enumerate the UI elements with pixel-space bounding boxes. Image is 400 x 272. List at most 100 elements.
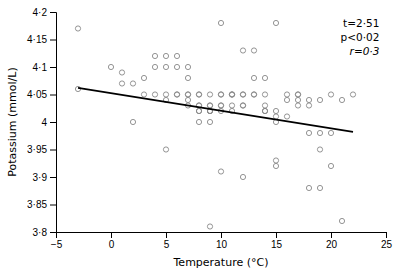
point [174, 92, 179, 97]
annotations: t=2·51p<0·02r=0·3 [341, 17, 380, 57]
point [284, 114, 289, 119]
point [185, 97, 190, 102]
point [207, 119, 212, 124]
point [185, 75, 190, 80]
tick-mark [111, 232, 112, 238]
tick: 4·15 [27, 34, 56, 45]
regression-line [78, 88, 353, 132]
tick-mark [50, 95, 56, 96]
point [218, 92, 223, 97]
point [240, 48, 245, 53]
point [262, 108, 267, 113]
point [218, 169, 223, 174]
tick-label: 0 [109, 239, 115, 250]
point [350, 92, 355, 97]
point [207, 103, 212, 108]
point [328, 163, 333, 168]
x-axis-title: Temperature (°C) [173, 256, 269, 269]
point [119, 70, 124, 75]
point [284, 97, 289, 102]
point [174, 53, 179, 58]
point [339, 97, 344, 102]
point [273, 158, 278, 163]
point [185, 92, 190, 97]
tick-mark [221, 232, 222, 238]
tick-label: 4·2 [33, 7, 48, 18]
tick: 3·85 [27, 199, 56, 210]
point [218, 103, 223, 108]
annotation: p<0·02 [341, 31, 380, 43]
tick: 3·9 [33, 172, 56, 183]
point [306, 185, 311, 190]
tick-mark [50, 67, 56, 68]
tick-mark [50, 150, 56, 151]
tick-label: 3·8 [33, 227, 48, 238]
point [240, 103, 245, 108]
tick-mark [386, 232, 387, 238]
point [295, 92, 300, 97]
point [262, 103, 267, 108]
point [218, 103, 223, 108]
point [185, 64, 190, 69]
point [240, 92, 245, 97]
point [218, 20, 223, 25]
point [273, 114, 278, 119]
tick-label: 3·95 [27, 144, 47, 155]
tick-label: 4·05 [27, 89, 47, 100]
tick-mark [166, 232, 167, 238]
point [229, 92, 234, 97]
point [317, 185, 322, 190]
tick-mark [50, 232, 56, 233]
tick-label: −5 [51, 239, 63, 250]
point [262, 92, 267, 97]
point [152, 53, 157, 58]
point [130, 81, 135, 86]
point [262, 75, 267, 80]
point [251, 92, 256, 97]
plot-area: −505101520253·83·853·93·9544·054·14·154·… [27, 7, 393, 250]
point [174, 64, 179, 69]
tick-label: 3·9 [33, 172, 48, 183]
point [339, 218, 344, 223]
tick-mark [276, 232, 277, 238]
point [163, 92, 168, 97]
axis-line [50, 13, 57, 233]
point [284, 92, 289, 97]
tick: 4·1 [33, 62, 56, 73]
point [229, 92, 234, 97]
tick: 20 [326, 232, 338, 250]
point [240, 103, 245, 108]
tick: 10 [216, 232, 228, 250]
point [317, 130, 322, 135]
annotation: r=0·3 [350, 45, 380, 57]
tick: 4 [41, 117, 56, 128]
tick: 4·05 [27, 89, 56, 100]
point [317, 97, 322, 102]
point [163, 64, 168, 69]
tick-label: 20 [326, 239, 338, 250]
tick: 5 [164, 232, 170, 250]
point [262, 108, 267, 113]
x-axis: −50510152025 [51, 232, 393, 250]
tick-label: 4·15 [27, 34, 47, 45]
point [119, 81, 124, 86]
tick: 4·2 [33, 7, 56, 18]
point [163, 147, 168, 152]
tick: 3·95 [27, 144, 56, 155]
point [196, 119, 201, 124]
point [196, 108, 201, 113]
tick-mark [50, 205, 56, 206]
y-axis: 3·8 3·85 3·9 3·95 4 4·05 4·1 4·15 4·2 [27, 7, 57, 238]
point [295, 97, 300, 102]
tick-mark [50, 12, 56, 13]
tick-label: 25 [381, 239, 393, 250]
marks [75, 20, 355, 229]
point [218, 92, 223, 97]
point [196, 108, 201, 113]
point [306, 97, 311, 102]
point [251, 48, 256, 53]
point [240, 174, 245, 179]
point [163, 53, 168, 58]
point [328, 130, 333, 135]
point [196, 92, 201, 97]
